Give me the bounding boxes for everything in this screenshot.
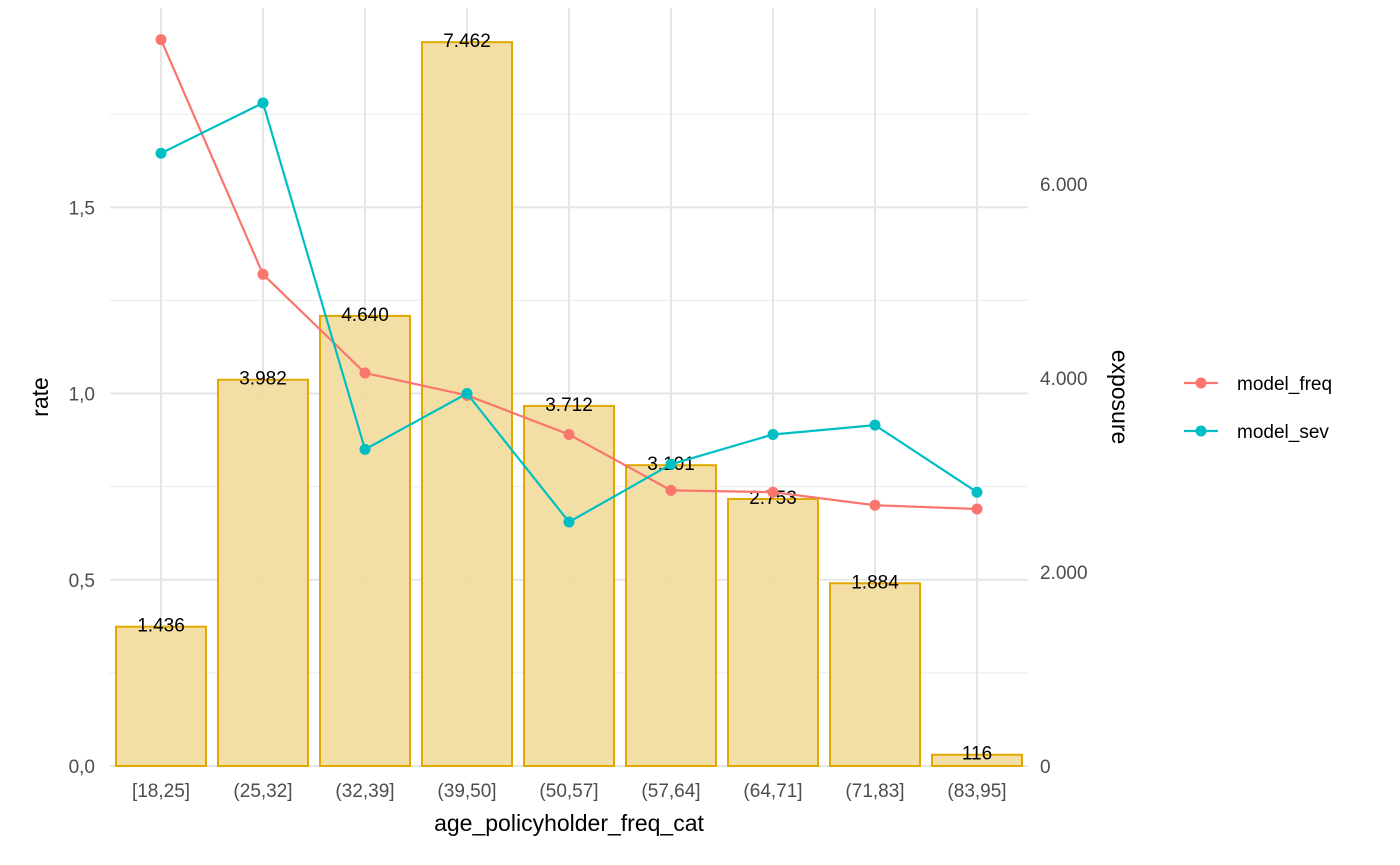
left-axis-title: rate <box>27 377 53 417</box>
bar-label: 4.640 <box>341 305 389 326</box>
series-point-model_sev <box>665 458 677 470</box>
series-point-model_freq <box>971 503 983 515</box>
x-tick-label: (50,57] <box>539 781 598 802</box>
legend-marker-model_sev <box>1195 425 1207 437</box>
legend-label-model_sev: model_sev <box>1237 422 1329 443</box>
bar <box>727 497 819 767</box>
bar-label: 1.436 <box>137 616 185 637</box>
left-tick-label: 0,5 <box>69 571 95 592</box>
right-tick-label: 4.000 <box>1040 369 1088 390</box>
legend-marker-model_freq <box>1195 377 1207 389</box>
legend: model_freq model_sev <box>1184 374 1332 443</box>
series-point-model_sev <box>767 428 779 440</box>
bar-label: 3.982 <box>239 369 287 390</box>
legend-label-model_freq: model_freq <box>1237 374 1332 395</box>
series-point-model_sev <box>563 516 575 528</box>
lines <box>155 34 983 528</box>
bar-label: 7.462 <box>443 31 491 52</box>
bar <box>829 582 921 768</box>
x-axis-title: age_policyholder_freq_cat <box>434 810 704 836</box>
bar <box>523 404 615 767</box>
x-tick-label: (57,64] <box>641 781 700 802</box>
x-tick-label: (39,50] <box>437 781 496 802</box>
right-axis: 0 2.000 4.000 6.000 <box>1040 175 1088 778</box>
series-point-model_freq <box>767 486 779 498</box>
series-point-model_freq <box>257 268 269 280</box>
x-axis: [18,25] (25,32] (32,39] (39,50] (50,57] (57,6… <box>132 781 1007 802</box>
series-point-model_freq <box>665 484 677 496</box>
x-tick-label: (71,83] <box>845 781 904 802</box>
series-point-model_freq <box>563 428 575 440</box>
right-axis-title: exposure <box>1107 350 1133 445</box>
bar <box>319 314 411 767</box>
left-tick-label: 1,5 <box>69 198 95 219</box>
series-point-model_sev <box>359 443 371 455</box>
bar-label: 116 <box>962 744 992 765</box>
left-tick-label: 0,0 <box>69 757 95 778</box>
left-axis: 0,0 0,5 1,0 1,5 <box>69 198 95 778</box>
series-point-model_sev <box>971 486 983 498</box>
bars <box>115 41 1023 768</box>
bar <box>625 464 717 767</box>
series-point-model_freq <box>155 34 167 46</box>
x-tick-label: [18,25] <box>132 781 190 802</box>
series-point-model_sev <box>461 388 473 399</box>
series-point-model_sev <box>257 97 269 109</box>
series-point-model_freq <box>359 367 371 379</box>
bar <box>931 753 1023 767</box>
series-point-model_sev <box>155 147 167 159</box>
x-tick-label: (25,32] <box>233 781 292 802</box>
right-tick-label: 2.000 <box>1040 563 1088 584</box>
bar <box>115 625 207 768</box>
left-tick-label: 1,0 <box>69 385 95 406</box>
bar <box>421 41 513 768</box>
bar <box>217 378 309 767</box>
x-tick-label: (64,71] <box>743 781 802 802</box>
x-tick-label: (32,39] <box>335 781 394 802</box>
bar-label: 1.884 <box>851 572 899 593</box>
right-tick-label: 0 <box>1040 757 1051 778</box>
series-point-model_sev <box>869 419 881 431</box>
bar-label: 3.712 <box>545 395 593 416</box>
series-point-model_freq <box>869 499 881 511</box>
x-tick-label: (83,95] <box>947 781 1006 802</box>
right-tick-label: 6.000 <box>1040 175 1088 196</box>
